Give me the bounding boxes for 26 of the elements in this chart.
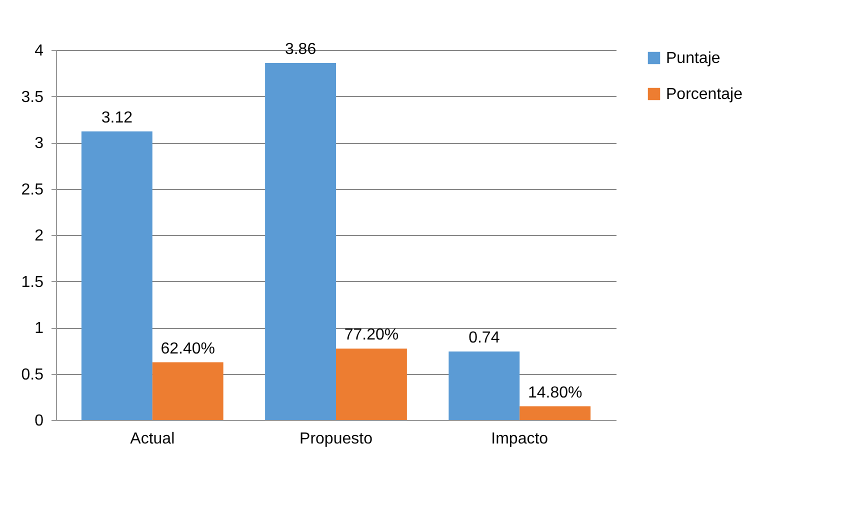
bar — [448, 352, 520, 420]
x-tick-label: Propuesto — [300, 430, 373, 448]
y-tick-label: 2.5 — [21, 181, 44, 198]
bar — [520, 406, 591, 420]
x-tick-label: Impacto — [491, 430, 548, 448]
y-tick-label: 1.5 — [21, 274, 44, 291]
y-tick-label: 1 — [34, 320, 44, 337]
data-label: 3.86 — [284, 40, 316, 58]
bar — [265, 62, 336, 420]
y-tick-label: 3 — [34, 135, 44, 152]
bar — [152, 362, 224, 420]
legend-label: Porcentaje — [666, 86, 743, 103]
bar — [81, 131, 152, 420]
y-tick-label: 0 — [34, 412, 44, 430]
y-tick-label: 0.5 — [21, 366, 44, 384]
data-label: 3.12 — [101, 109, 133, 126]
data-label: 62.40% — [160, 340, 215, 358]
bar — [336, 348, 407, 420]
data-label: 0.74 — [468, 330, 500, 347]
x-tick-label: Actual — [130, 430, 175, 448]
legend-label: Puntaje — [666, 50, 720, 67]
data-label: 14.80% — [528, 384, 582, 402]
data-label: 77.20% — [344, 326, 399, 344]
y-tick-label: 3.5 — [21, 88, 44, 106]
y-tick-label: 4 — [34, 42, 44, 60]
y-tick-label: 2 — [34, 228, 44, 244]
